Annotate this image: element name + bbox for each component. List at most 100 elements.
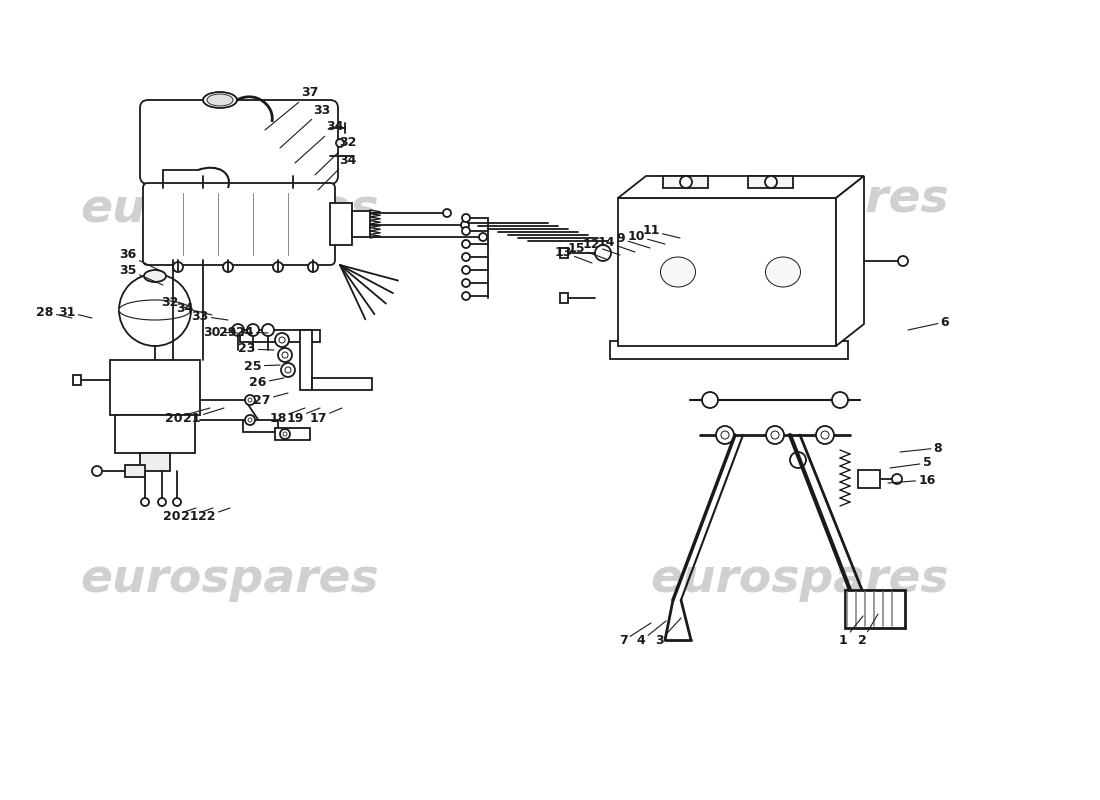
Circle shape [248,418,252,422]
Circle shape [119,274,191,346]
FancyBboxPatch shape [143,183,336,265]
Circle shape [273,262,283,272]
Circle shape [461,221,469,229]
Text: 34: 34 [176,302,212,315]
Text: 10: 10 [627,230,666,244]
Circle shape [462,279,470,287]
Text: eurospares: eurospares [80,187,380,233]
Text: 3: 3 [656,618,681,647]
Text: 22: 22 [198,508,230,522]
Text: 11: 11 [642,225,680,238]
Ellipse shape [119,300,191,320]
Polygon shape [836,176,864,346]
Text: 34: 34 [318,154,356,190]
FancyBboxPatch shape [140,100,338,184]
Text: 14: 14 [597,235,635,252]
Circle shape [278,348,292,362]
Text: 31: 31 [58,306,92,318]
Circle shape [336,139,344,147]
Text: 2: 2 [858,614,878,647]
Bar [748,176,793,188]
Text: 15: 15 [568,242,606,259]
Circle shape [283,432,287,436]
Text: 17: 17 [309,408,342,425]
Circle shape [716,426,734,444]
Circle shape [158,498,166,506]
Text: 21: 21 [184,408,224,425]
Bar [73,375,81,385]
Circle shape [443,209,451,217]
Ellipse shape [144,270,166,282]
Text: 32: 32 [315,137,356,175]
Circle shape [232,324,244,336]
Bar [300,330,312,390]
Text: eurospares: eurospares [651,558,949,602]
Circle shape [595,245,610,261]
Text: 20: 20 [163,508,196,522]
Bar [312,378,372,390]
Circle shape [245,415,255,425]
Text: 33: 33 [280,103,331,148]
Text: 1: 1 [838,616,864,647]
Circle shape [816,426,834,444]
Circle shape [766,426,784,444]
Text: 32: 32 [162,295,198,312]
Bar [610,341,848,359]
Circle shape [702,392,718,408]
Bar [140,453,170,471]
Circle shape [279,337,285,343]
Bar [858,470,880,488]
Text: 16: 16 [888,474,936,486]
Text: eurospares: eurospares [80,558,380,602]
Bar [240,330,320,342]
Text: 35: 35 [119,263,163,285]
Text: 9: 9 [617,233,650,248]
Text: 36: 36 [120,249,163,272]
Circle shape [308,262,318,272]
Circle shape [262,324,274,336]
Circle shape [462,266,470,274]
Text: eurospares: eurospares [651,178,949,222]
Text: 7: 7 [618,623,651,647]
Circle shape [892,474,902,484]
Bar [275,428,310,440]
Circle shape [771,431,779,439]
Circle shape [280,429,290,439]
Circle shape [282,352,288,358]
Circle shape [280,363,295,377]
Text: 13: 13 [554,246,592,263]
Circle shape [248,398,252,402]
Ellipse shape [660,257,695,287]
Circle shape [275,333,289,347]
Bar [663,176,708,188]
Circle shape [821,431,829,439]
Bar [125,465,145,477]
Text: 33: 33 [191,310,228,322]
Circle shape [462,214,470,222]
Circle shape [223,262,233,272]
Circle shape [173,262,183,272]
Bar [116,415,195,453]
Circle shape [141,498,149,506]
Text: 27: 27 [253,393,288,406]
Circle shape [248,324,258,336]
Text: 12: 12 [582,238,620,255]
Polygon shape [618,176,864,198]
Text: 26: 26 [250,377,284,390]
Text: 19: 19 [286,408,320,425]
Circle shape [245,395,255,405]
Text: 25: 25 [244,359,280,373]
Bar [618,198,836,346]
Circle shape [898,256,907,266]
Circle shape [462,253,470,261]
Text: 30: 30 [204,326,238,338]
Circle shape [790,452,806,468]
Circle shape [478,233,487,241]
Circle shape [462,292,470,300]
Ellipse shape [207,94,233,106]
Circle shape [462,240,470,248]
Circle shape [173,498,182,506]
Bar [352,211,370,237]
Circle shape [720,431,729,439]
Text: 4: 4 [637,621,666,647]
